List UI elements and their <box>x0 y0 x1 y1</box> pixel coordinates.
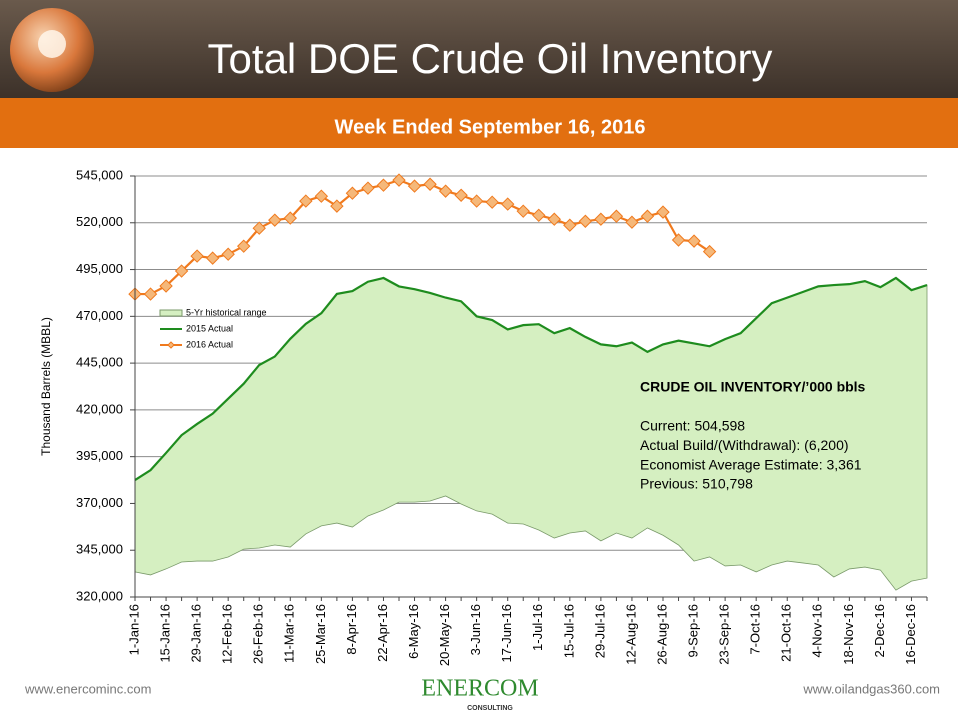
header-bar <box>0 0 958 98</box>
y-tick-label: 395,000 <box>76 448 123 463</box>
marker <box>516 204 530 218</box>
subtitle-bar <box>0 98 958 148</box>
y-tick-label: 320,000 <box>76 588 123 603</box>
marker <box>687 234 701 248</box>
x-tick-label: 6-May-16 <box>406 604 421 659</box>
marker <box>609 209 624 223</box>
x-tick-label: 7-Oct-16 <box>748 604 763 655</box>
marker <box>500 197 515 211</box>
marker <box>143 287 158 301</box>
marker <box>702 244 717 259</box>
x-tick-label: 26-Feb-16 <box>251 604 266 664</box>
logo <box>10 8 94 92</box>
x-tick-label: 20-May-16 <box>437 604 452 666</box>
y-tick-label: 495,000 <box>76 261 123 276</box>
x-tick-label: 12-Feb-16 <box>220 604 235 664</box>
x-tick-label: 15-Jan-16 <box>157 604 172 663</box>
x-tick-label: 26-Aug-16 <box>654 604 669 665</box>
marker <box>376 178 391 192</box>
y-tick-label: 345,000 <box>76 542 123 557</box>
series-line <box>134 276 928 481</box>
y-tick-label: 470,000 <box>76 308 123 323</box>
marker <box>283 211 298 225</box>
chart: 320,000 345,000 370,000 395,000 420,000 445,0… <box>39 167 928 666</box>
x-tick-label: 1-Jul-16 <box>530 604 545 651</box>
marker <box>330 199 344 213</box>
x-tick-label: 29-Jan-16 <box>189 604 204 663</box>
footer-right: www.oilandgas360.com <box>802 681 940 696</box>
marker <box>407 179 422 193</box>
marker <box>640 209 655 223</box>
x-tick-label: 21-Oct-16 <box>779 604 794 662</box>
marker <box>392 173 406 187</box>
marker <box>190 249 204 263</box>
marker <box>656 205 670 219</box>
x-tick-label: 8-Apr-16 <box>344 604 359 655</box>
marker <box>578 214 593 228</box>
marker <box>547 212 562 226</box>
legend-label: 2016 Actual <box>186 339 233 349</box>
brand: ENERCOM <box>421 676 538 702</box>
annotation-line: Actual Build/(Withdrawal): (6,200) <box>640 437 849 453</box>
marker <box>299 194 313 208</box>
footer-left: www.enercominc.com <box>24 681 151 696</box>
y-tick-label: 445,000 <box>76 355 123 370</box>
x-tick-label: 4-Nov-16 <box>810 604 825 657</box>
annotation-title: CRUDE OIL INVENTORY/’000 bbls <box>640 379 866 395</box>
marker <box>469 194 484 208</box>
marker <box>174 264 189 278</box>
x-tick-label: 15-Jul-16 <box>561 604 576 658</box>
annotation-line: Current: 504,598 <box>640 418 745 434</box>
legend-marker <box>167 341 175 349</box>
annotation-line: Previous: 510,798 <box>640 476 753 492</box>
marker <box>671 233 686 247</box>
x-tick-label: 2-Dec-16 <box>872 604 887 657</box>
marker <box>361 181 375 195</box>
x-tick-label: 17-Jun-16 <box>499 604 514 663</box>
marker <box>532 208 546 223</box>
marker <box>252 221 266 235</box>
marker <box>594 212 608 226</box>
y-tick-label: 420,000 <box>76 401 123 416</box>
marker <box>438 184 453 198</box>
y-tick-label: 370,000 <box>76 495 123 510</box>
subtitle: Week Ended September 16, 2016 <box>335 116 646 138</box>
marker <box>454 188 468 202</box>
x-tick-label: 25-Mar-16 <box>313 604 328 664</box>
y-axis-label: Thousand Barrels (MBBL) <box>39 317 53 456</box>
marker <box>268 213 282 227</box>
marker <box>625 215 639 229</box>
marker <box>236 239 251 253</box>
marker <box>423 177 437 191</box>
x-tick-label: 23-Sep-16 <box>717 604 732 665</box>
x-tick-label: 9-Sep-16 <box>685 604 700 657</box>
legend-swatch <box>159 309 183 317</box>
marker <box>314 189 329 203</box>
x-tick-label: 1-Jan-16 <box>126 604 141 655</box>
y-tick-label: 545,000 <box>76 167 123 182</box>
title: Total DOE Crude Oil Inventory <box>208 35 773 82</box>
legend-label: 2015 Actual <box>186 323 233 333</box>
x-tick-label: 3-Jun-16 <box>468 604 483 655</box>
x-tick-label: 11-Mar-16 <box>282 604 297 663</box>
y-tick-label: 520,000 <box>76 214 123 229</box>
brand-sub: CONSULTING <box>467 705 513 712</box>
x-tick-label: 29-Jul-16 <box>592 604 607 658</box>
legend-label: 5-Yr historical range <box>186 307 267 317</box>
marker <box>563 218 577 232</box>
marker <box>485 195 499 209</box>
x-tick-label: 16-Dec-16 <box>903 604 918 665</box>
annotation-line: Economist Average Estimate: 3,361 <box>640 456 862 472</box>
marker <box>205 251 220 265</box>
marker <box>221 247 235 261</box>
marker <box>345 186 360 200</box>
x-tick-label: 22-Apr-16 <box>375 604 390 662</box>
marker <box>159 279 173 293</box>
x-tick-label: 12-Aug-16 <box>623 604 638 665</box>
x-tick-label: 18-Nov-16 <box>841 604 856 665</box>
